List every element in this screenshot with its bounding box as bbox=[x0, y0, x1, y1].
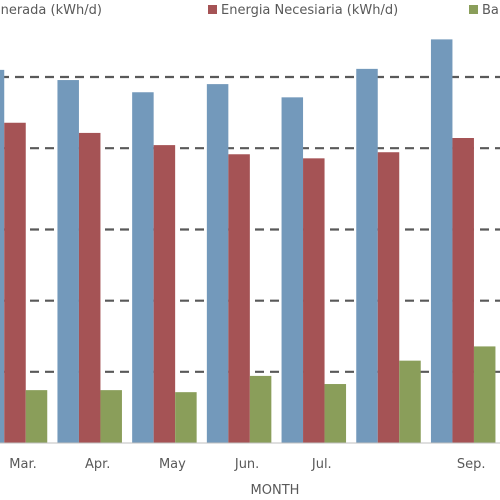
bar-series-2-category-5 bbox=[303, 158, 325, 444]
bar-series-1-category-4 bbox=[206, 84, 229, 443]
bar-series-3-category-7 bbox=[473, 346, 496, 443]
bar-series-2-category-7 bbox=[452, 138, 474, 443]
bar-series-2-category-2 bbox=[78, 132, 101, 443]
bar-series-1-category-1 bbox=[0, 69, 5, 443]
legend-label-2: Energia Necesiaria (kWh/d) bbox=[221, 3, 398, 18]
bar-series-1-category-2 bbox=[57, 80, 79, 444]
bar-series-2-category-1 bbox=[4, 122, 26, 443]
bar-series-3-category-2 bbox=[100, 390, 122, 443]
bars bbox=[0, 39, 496, 444]
x-tick-label: Jun. bbox=[234, 457, 259, 472]
x-tick-label: Sep. bbox=[457, 457, 486, 472]
legend: Energía Generada (kWh/d) Energia Necesiar… bbox=[0, 3, 500, 18]
x-tick-labels: Mar. Apr. May Jun. Jul. Sep. bbox=[9, 457, 485, 472]
bar-series-3-category-3 bbox=[175, 392, 197, 443]
bar-series-3-category-4 bbox=[249, 375, 272, 443]
bar-series-1-category-3 bbox=[132, 92, 154, 443]
bar-series-3-category-5 bbox=[324, 384, 347, 443]
bar-series-1-category-7 bbox=[430, 39, 453, 444]
x-tick-label: May bbox=[159, 457, 186, 472]
x-tick-label: Apr. bbox=[85, 457, 110, 472]
legend-marker-3 bbox=[469, 5, 478, 14]
bar-series-2-category-6 bbox=[377, 152, 400, 443]
x-tick-label: Mar. bbox=[9, 457, 36, 472]
bar-series-3-category-6 bbox=[399, 360, 421, 443]
legend-marker-2 bbox=[208, 5, 217, 14]
x-axis-title: MONTH bbox=[251, 483, 300, 498]
bar-series-2-category-3 bbox=[153, 145, 176, 443]
legend-label-1: Energía Generada (kWh/d) bbox=[0, 3, 102, 18]
x-tick-label: Jul. bbox=[311, 457, 332, 472]
legend-label-3: Balance bbox=[482, 3, 500, 18]
bar-series-3-category-1 bbox=[25, 390, 48, 443]
bar-series-2-category-4 bbox=[228, 154, 250, 443]
bar-series-1-category-5 bbox=[281, 97, 304, 443]
bar-series-1-category-6 bbox=[356, 68, 378, 443]
